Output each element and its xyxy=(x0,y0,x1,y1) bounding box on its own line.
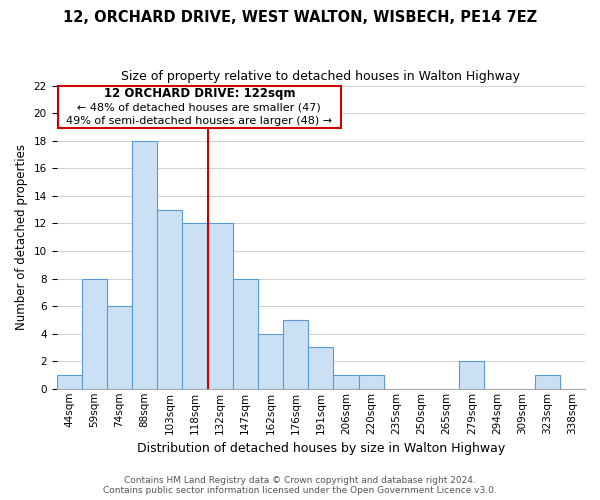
Bar xyxy=(535,375,560,389)
Bar xyxy=(56,375,82,389)
Bar xyxy=(308,348,334,389)
Text: 12, ORCHARD DRIVE, WEST WALTON, WISBECH, PE14 7EZ: 12, ORCHARD DRIVE, WEST WALTON, WISBECH,… xyxy=(63,10,537,25)
Text: ← 48% of detached houses are smaller (47): ← 48% of detached houses are smaller (47… xyxy=(77,102,321,113)
Text: 49% of semi-detached houses are larger (48) →: 49% of semi-detached houses are larger (… xyxy=(66,116,332,126)
Bar xyxy=(334,375,359,389)
Bar xyxy=(233,278,258,389)
Bar xyxy=(132,140,157,389)
Bar xyxy=(157,210,182,389)
Bar xyxy=(107,306,132,389)
Bar xyxy=(208,224,233,389)
Bar xyxy=(459,361,484,389)
Bar xyxy=(283,320,308,389)
Bar xyxy=(82,278,107,389)
Bar xyxy=(359,375,383,389)
Text: Contains HM Land Registry data © Crown copyright and database right 2024.
Contai: Contains HM Land Registry data © Crown c… xyxy=(103,476,497,495)
Y-axis label: Number of detached properties: Number of detached properties xyxy=(15,144,28,330)
FancyBboxPatch shape xyxy=(58,86,341,128)
Text: 12 ORCHARD DRIVE: 122sqm: 12 ORCHARD DRIVE: 122sqm xyxy=(104,88,295,101)
Bar xyxy=(182,224,208,389)
X-axis label: Distribution of detached houses by size in Walton Highway: Distribution of detached houses by size … xyxy=(137,442,505,455)
Title: Size of property relative to detached houses in Walton Highway: Size of property relative to detached ho… xyxy=(121,70,520,83)
Bar xyxy=(258,334,283,389)
